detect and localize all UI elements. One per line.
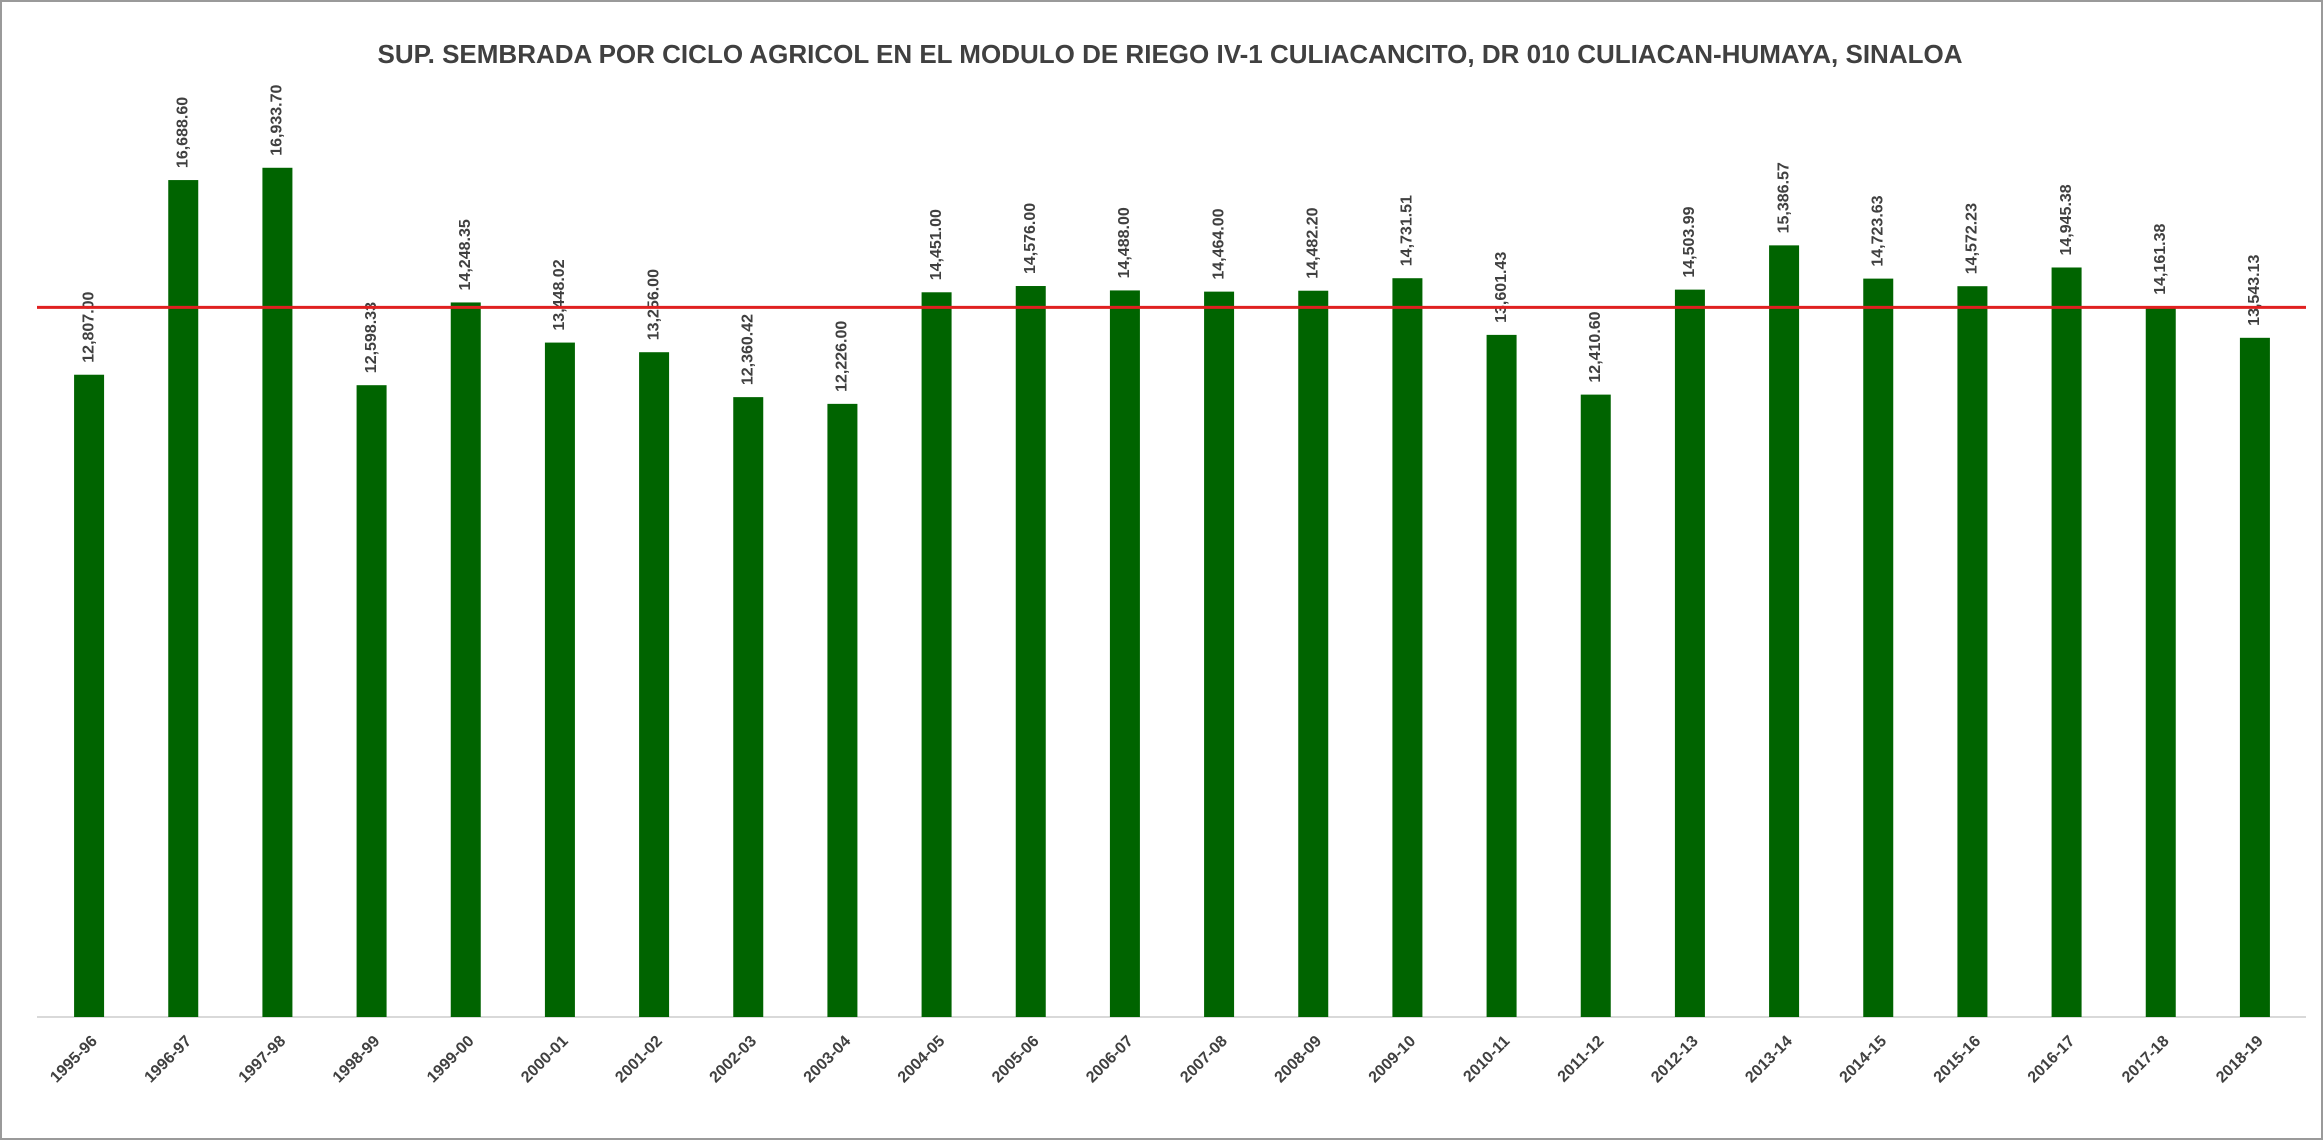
bar: [1486, 334, 1517, 1017]
bar: [1392, 278, 1423, 1017]
bar: [1580, 394, 1611, 1017]
value-label: 14,576.00: [1022, 203, 1039, 274]
value-label: 12,598.33: [363, 302, 380, 373]
value-label: 14,248.35: [457, 219, 474, 290]
bar: [544, 342, 575, 1017]
value-label: 16,933.70: [269, 84, 286, 155]
value-label: 12,410.60: [1587, 311, 1604, 382]
bar: [1204, 291, 1235, 1018]
value-label: 14,161.38: [2152, 224, 2169, 295]
bar: [1298, 290, 1329, 1018]
bar: [2051, 267, 2082, 1017]
value-label: 12,360.42: [739, 314, 756, 385]
value-label: 14,731.51: [1399, 195, 1416, 266]
bar: [733, 397, 764, 1017]
value-label: 14,572.23: [1964, 203, 1981, 274]
bar: [450, 302, 481, 1017]
value-label: 14,488.00: [1116, 207, 1133, 278]
bar: [2239, 337, 2270, 1018]
value-label: 15,386.57: [1775, 162, 1792, 233]
value-label: 14,945.38: [2058, 184, 2075, 255]
bar: [74, 374, 105, 1017]
value-label: 14,723.63: [1869, 195, 1886, 266]
value-label: 13,601.43: [1493, 252, 1510, 323]
value-label: 14,503.99: [1681, 206, 1698, 277]
bar: [1863, 278, 1894, 1017]
bar: [356, 385, 387, 1018]
value-label: 14,482.20: [1304, 207, 1321, 278]
bar: [1769, 245, 1800, 1017]
value-label: 12,807.00: [80, 291, 97, 362]
bar: [1015, 286, 1046, 1017]
bar: [827, 403, 858, 1017]
value-label: 13,543.13: [2246, 255, 2263, 326]
value-label: 14,451.00: [928, 209, 945, 280]
chart-title: SUP. SEMBRADA POR CICLO AGRICOL EN EL MO…: [378, 39, 1963, 69]
value-label: 14,464.00: [1210, 208, 1227, 279]
bar: [168, 180, 199, 1017]
value-label: 13,448.02: [551, 259, 568, 330]
value-label: 13,256.00: [645, 269, 662, 340]
bar: [1957, 286, 1988, 1018]
bar: [921, 292, 952, 1017]
bar: [2145, 306, 2176, 1018]
value-label: 16,688.60: [174, 97, 191, 168]
bar: [1109, 290, 1140, 1018]
bar: [1674, 289, 1705, 1018]
bar: [262, 167, 293, 1017]
bar: [639, 352, 670, 1017]
value-label: 12,226.00: [834, 321, 851, 392]
